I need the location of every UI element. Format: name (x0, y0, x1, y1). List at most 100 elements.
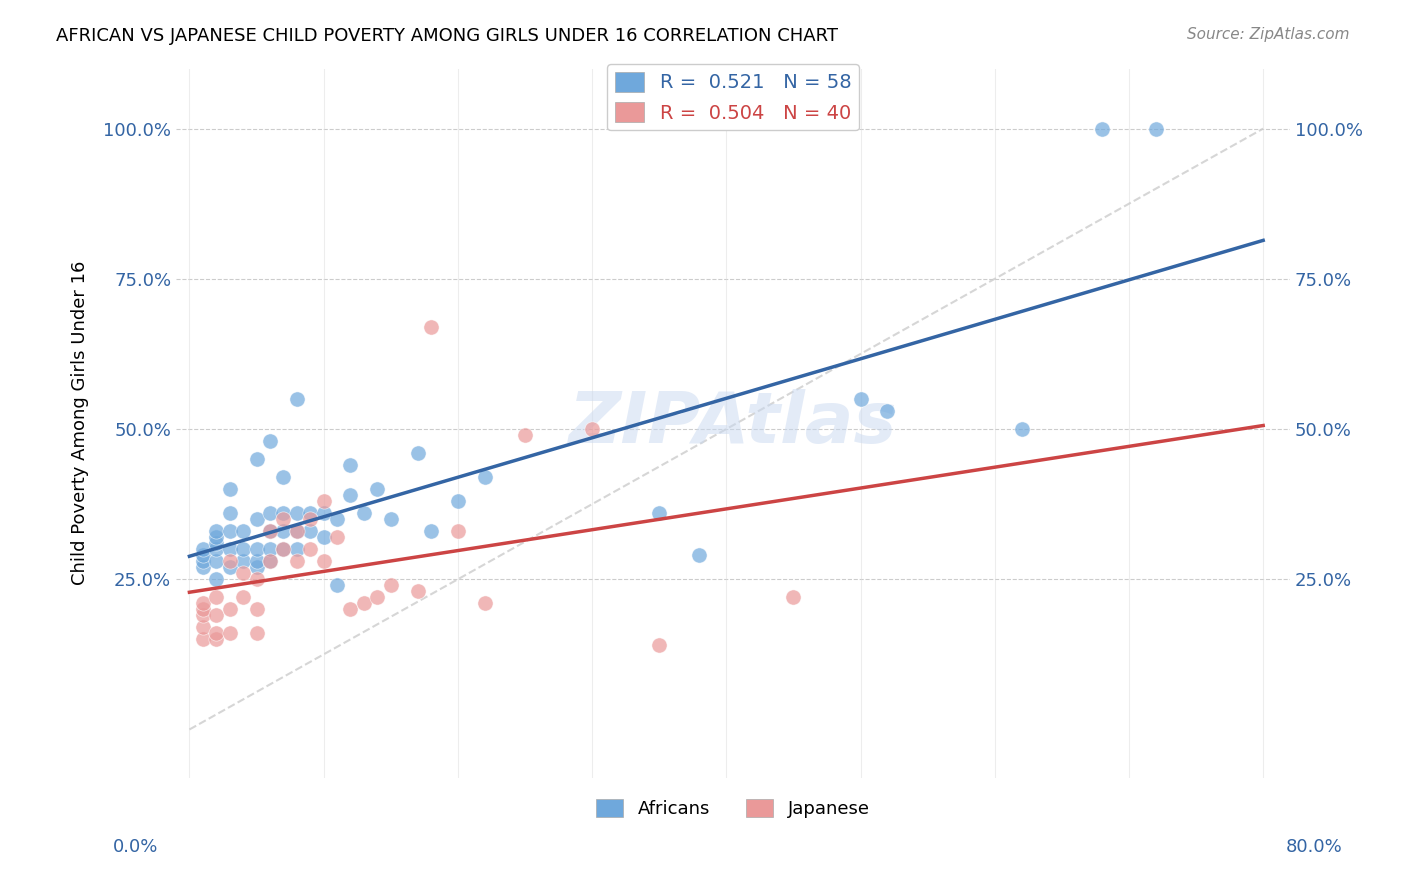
Point (259, 434, 281, 448)
Point (245, 452, 267, 467)
Point (245, 560, 267, 574)
Point (273, 506, 295, 520)
Point (218, 602, 240, 616)
Point (474, 596, 496, 610)
Text: AFRICAN VS JAPANESE CHILD POVERTY AMONG GIRLS UNDER 16 CORRELATION CHART: AFRICAN VS JAPANESE CHILD POVERTY AMONG … (56, 27, 838, 45)
Point (326, 530, 349, 544)
Point (339, 602, 361, 616)
Point (205, 542, 228, 557)
Point (205, 608, 228, 623)
Point (259, 524, 281, 539)
Point (259, 506, 281, 520)
Point (366, 482, 388, 496)
Point (447, 524, 470, 539)
Point (285, 554, 308, 568)
Point (581, 422, 603, 436)
Point (353, 506, 375, 520)
Point (218, 560, 240, 574)
Point (273, 470, 295, 484)
Point (876, 404, 898, 418)
Point (273, 542, 295, 557)
Point (273, 524, 295, 539)
Point (474, 470, 496, 484)
Point (205, 591, 228, 605)
Point (285, 524, 308, 539)
Point (232, 542, 254, 557)
Point (218, 626, 240, 640)
Point (232, 566, 254, 581)
Point (285, 542, 308, 557)
Point (285, 524, 308, 539)
Point (299, 506, 322, 520)
Point (1091, 121, 1114, 136)
Point (312, 554, 335, 568)
Point (299, 512, 322, 526)
Point (259, 542, 281, 557)
Point (326, 578, 349, 592)
Point (218, 554, 240, 568)
Point (420, 319, 443, 334)
Point (312, 494, 335, 508)
Point (420, 524, 443, 539)
Point (285, 392, 308, 406)
Point (259, 554, 281, 568)
Point (191, 602, 214, 616)
Point (232, 554, 254, 568)
Point (245, 602, 267, 616)
Point (245, 512, 267, 526)
Text: Source: ZipAtlas.com: Source: ZipAtlas.com (1187, 27, 1350, 42)
Point (191, 620, 214, 634)
Point (406, 584, 429, 599)
Point (191, 548, 214, 562)
Point (259, 554, 281, 568)
Point (191, 596, 214, 610)
Point (447, 494, 470, 508)
Point (191, 554, 214, 568)
Text: 0.0%: 0.0% (112, 838, 157, 856)
Point (406, 446, 429, 460)
Point (218, 506, 240, 520)
Y-axis label: Child Poverty Among Girls Under 16: Child Poverty Among Girls Under 16 (72, 260, 89, 585)
Point (648, 639, 671, 653)
Point (312, 506, 335, 520)
Point (245, 626, 267, 640)
Point (191, 560, 214, 574)
Point (849, 392, 872, 406)
Point (205, 572, 228, 586)
Text: 80.0%: 80.0% (1286, 838, 1343, 856)
Point (353, 596, 375, 610)
Point (339, 488, 361, 502)
Point (205, 536, 228, 550)
Point (205, 554, 228, 568)
Text: ZIPAtlas: ZIPAtlas (569, 389, 897, 458)
Point (299, 542, 322, 557)
Point (191, 608, 214, 623)
Point (232, 524, 254, 539)
Point (218, 542, 240, 557)
Point (205, 524, 228, 539)
Point (380, 578, 402, 592)
Point (205, 632, 228, 647)
Point (191, 632, 214, 647)
Point (312, 530, 335, 544)
Point (326, 512, 349, 526)
Point (285, 506, 308, 520)
Point (339, 458, 361, 472)
Point (688, 548, 710, 562)
Point (273, 512, 295, 526)
Point (380, 512, 402, 526)
Point (782, 591, 804, 605)
Point (273, 542, 295, 557)
Point (205, 530, 228, 544)
Point (232, 591, 254, 605)
Point (245, 542, 267, 557)
Point (648, 506, 671, 520)
Point (245, 572, 267, 586)
Point (366, 591, 388, 605)
Point (513, 428, 536, 442)
Point (218, 482, 240, 496)
Point (205, 626, 228, 640)
Point (259, 524, 281, 539)
Point (299, 524, 322, 539)
Point (1144, 121, 1167, 136)
